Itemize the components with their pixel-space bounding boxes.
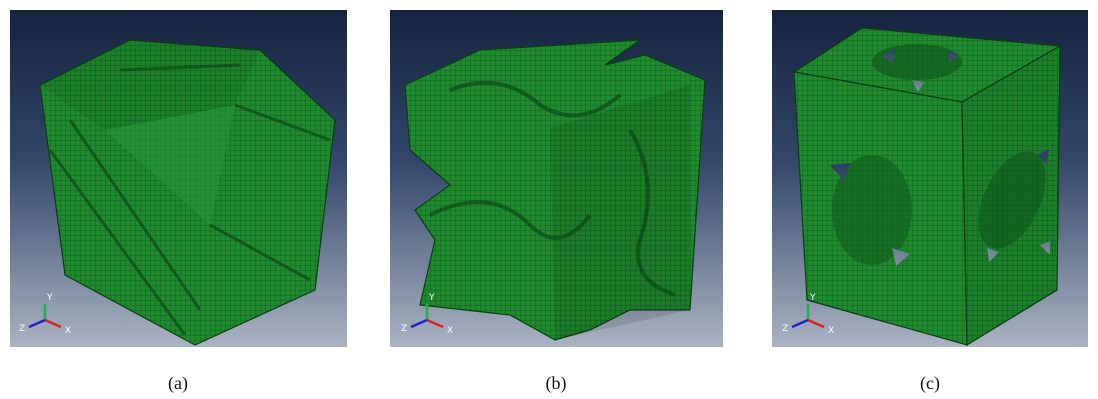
caption: (a) — [168, 373, 188, 394]
axis-label: Z — [782, 324, 788, 334]
facet — [550, 85, 690, 340]
panel-a — [10, 10, 347, 347]
axis-label: Y — [46, 293, 53, 303]
panel-c — [772, 10, 1088, 347]
axis-label: X — [447, 326, 453, 336]
axis-label: X — [828, 326, 834, 336]
figure: Y Z X Y Z X Y Z X (a) (b) (c) — [0, 0, 1098, 399]
hole-rim — [872, 44, 962, 80]
axis-label: Z — [401, 324, 407, 334]
axis-label: X — [65, 326, 71, 336]
axis-label: Y — [809, 293, 816, 303]
panel-b — [390, 10, 723, 347]
axis-label: Y — [428, 293, 435, 303]
axis-label: Z — [19, 324, 25, 334]
caption: (c) — [920, 373, 940, 394]
caption: (b) — [546, 373, 567, 394]
